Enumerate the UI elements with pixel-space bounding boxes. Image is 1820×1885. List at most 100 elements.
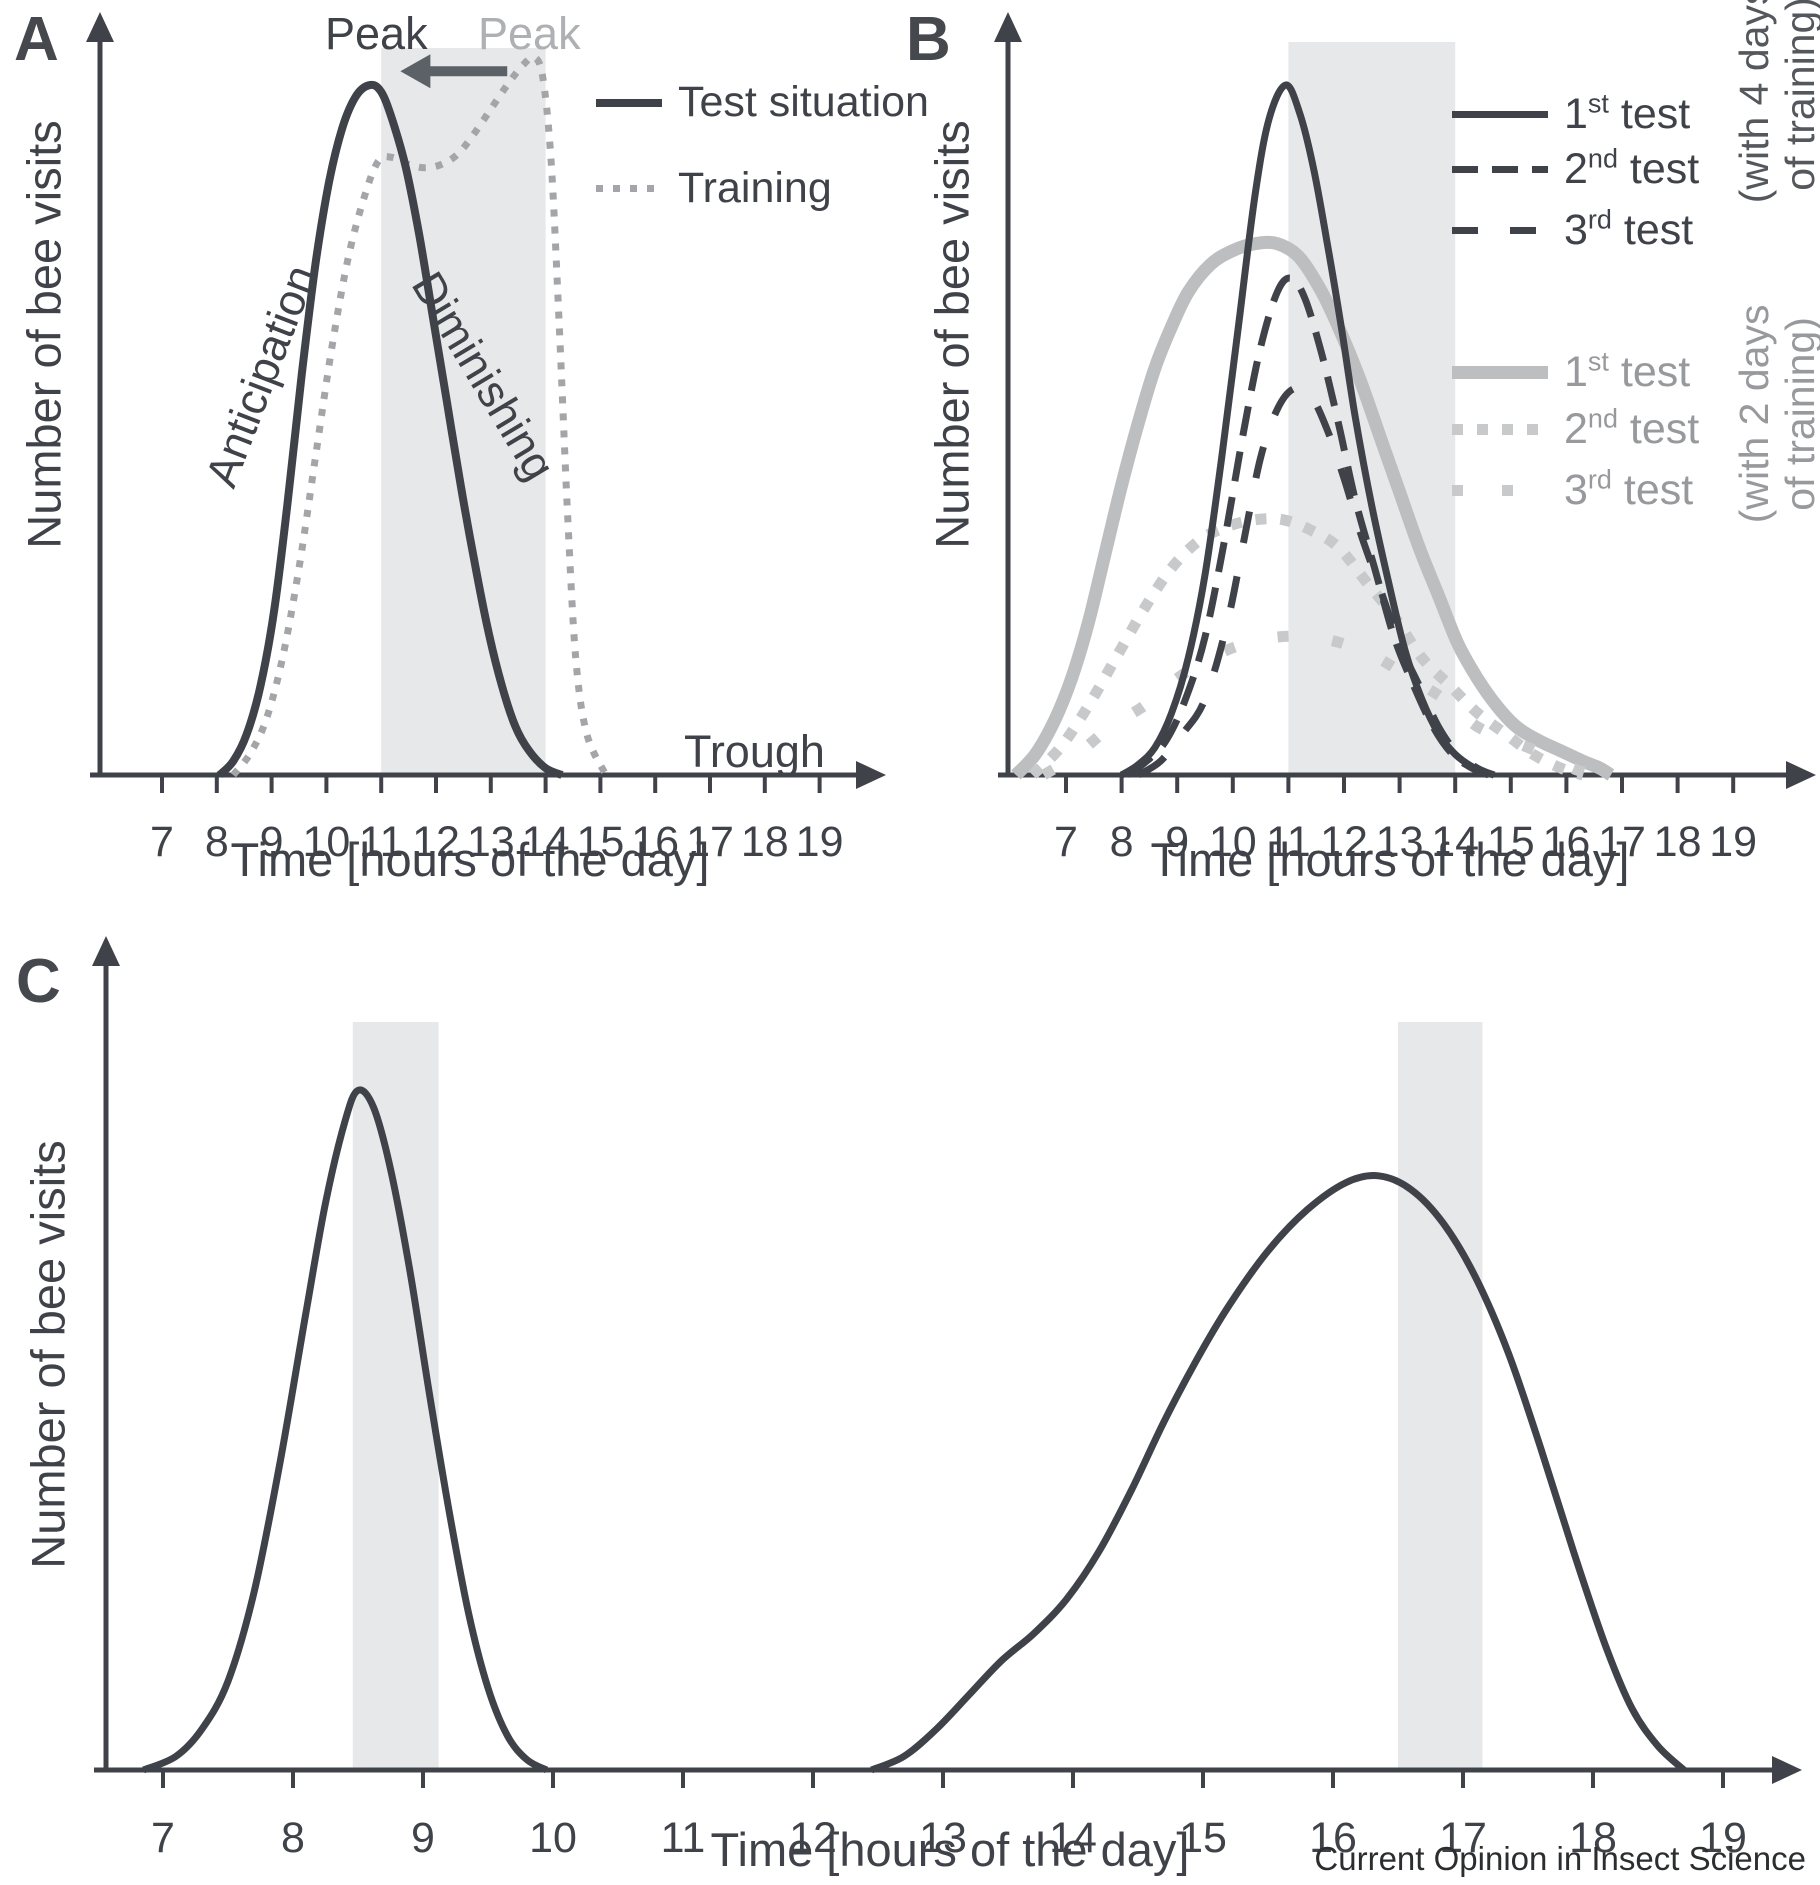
reward-time-band xyxy=(352,1022,439,1770)
legend-line-longdash-icon xyxy=(1452,227,1548,234)
x-tick-label: 8 xyxy=(205,818,229,866)
x-tick-label: 17 xyxy=(1598,818,1646,866)
legend-item-3rd-test-2d: 3rd test xyxy=(1452,466,1693,515)
x-tick-label: 8 xyxy=(1110,818,1134,866)
x-axis-title-a: Time [hours of the day] xyxy=(230,833,710,886)
x-tick-label: 14 xyxy=(1049,1814,1097,1862)
legend-superscript: rd xyxy=(1587,204,1612,235)
legend-item-1st-test-4d: 1st test xyxy=(1452,90,1690,139)
x-tick-label: 8 xyxy=(281,1814,305,1862)
x-axis-title-b: Time [hours of the day] xyxy=(1150,833,1630,886)
panel-label-b: B xyxy=(906,5,951,74)
x-tick-label: 10 xyxy=(529,1814,577,1862)
legend-line-dashed-icon xyxy=(1452,166,1548,173)
legend-label: Training xyxy=(678,164,832,212)
x-tick-label: 9 xyxy=(411,1814,435,1862)
x-tick-label: 13 xyxy=(919,1814,967,1862)
x-axis-title-c: Time [hours of the day] xyxy=(710,1823,1190,1876)
peak-shift-arrow-head-icon xyxy=(400,54,431,89)
x-tick-label: 13 xyxy=(467,818,515,866)
y-axis-title-c: Number of bee visits xyxy=(21,1140,75,1569)
legend-label: test xyxy=(1617,405,1700,453)
x-tick-label: 12 xyxy=(412,818,460,866)
reward-time-band xyxy=(1398,1022,1483,1770)
series-a-solid xyxy=(216,80,564,779)
legend-label: 3 xyxy=(1564,206,1588,254)
series-c-solid xyxy=(142,1086,549,1774)
x-tick-label: 15 xyxy=(1487,818,1535,866)
legend-label: 2 xyxy=(1564,145,1588,193)
series-b-gsparse xyxy=(1040,630,1596,781)
legend-label: test xyxy=(1611,466,1694,514)
annotation-peak-training: Peak xyxy=(478,8,581,59)
y-axis-title-a: Number of bee visits xyxy=(17,120,71,549)
legend-item-3rd-test-4d: 3rd test xyxy=(1452,206,1693,255)
panel-label-c: C xyxy=(16,947,61,1016)
y-axis-arrowhead-icon xyxy=(92,936,120,966)
x-tick-label: 15 xyxy=(1179,1814,1227,1862)
x-tick-label: 19 xyxy=(796,818,844,866)
x-tick-label: 11 xyxy=(359,818,404,866)
legend-label: test xyxy=(1617,145,1700,193)
x-tick-label: 14 xyxy=(522,818,570,866)
legend-line-gray-dotted-icon xyxy=(1452,424,1548,435)
legend-line-gray-sparse-dotted-icon xyxy=(1452,485,1548,496)
x-tick-label: 9 xyxy=(260,818,284,866)
legend-group-caption-4-days: (with 4 days of training) xyxy=(1731,0,1820,214)
x-axis-arrowhead-icon xyxy=(856,761,886,789)
x-tick-label: 12 xyxy=(789,1814,837,1862)
legend-group-caption-line: of training) xyxy=(1777,317,1820,511)
panel-label-a: A xyxy=(14,5,59,74)
legend-line-solid-icon xyxy=(596,98,662,107)
series-c-solid xyxy=(870,1172,1687,1774)
legend-group-caption-2-days: (with 2 days of training) xyxy=(1731,294,1820,534)
x-tick-label: 18 xyxy=(741,818,789,866)
legend-superscript: st xyxy=(1587,88,1609,119)
x-tick-label: 13 xyxy=(1376,818,1424,866)
legend-group-caption-line: of training) xyxy=(1777,0,1820,191)
x-tick-label: 7 xyxy=(1054,818,1078,866)
x-tick-label: 14 xyxy=(1431,818,1479,866)
series-b-solid xyxy=(1119,81,1496,779)
legend-group-caption-line: (with 2 days xyxy=(1731,304,1778,524)
legend-label: 1 xyxy=(1564,348,1588,396)
x-axis-arrowhead-icon xyxy=(1786,761,1816,789)
y-axis-title-b: Number of bee visits xyxy=(925,120,979,549)
legend-line-dotted-icon xyxy=(596,185,662,192)
x-tick-label: 19 xyxy=(1709,818,1757,866)
x-tick-label: 16 xyxy=(1309,1814,1357,1862)
x-tick-label: 18 xyxy=(1654,818,1702,866)
legend-label: 3 xyxy=(1564,466,1588,514)
legend-label: test xyxy=(1611,206,1694,254)
legend-label: 1 xyxy=(1564,90,1588,138)
x-tick-label: 9 xyxy=(1165,818,1189,866)
legend-group-caption-line: (with 4 days xyxy=(1731,0,1778,204)
x-tick-label: 19 xyxy=(1699,1814,1747,1862)
legend-label: test xyxy=(1608,348,1691,396)
x-axis-arrowhead-icon xyxy=(1772,1756,1802,1784)
legend-item-2nd-test-4d: 2nd test xyxy=(1452,145,1699,194)
legend-item-training: Training xyxy=(596,164,832,213)
legend-line-gray-thick-icon xyxy=(1452,366,1548,379)
legend-label: test xyxy=(1608,90,1691,138)
annotation-trough: Trough xyxy=(684,726,825,777)
x-tick-label: 16 xyxy=(631,818,679,866)
x-tick-label: 10 xyxy=(302,818,350,866)
legend-item-test-situation: Test situation xyxy=(596,78,929,127)
journal-credit: Current Opinion in Insect Science xyxy=(1314,1840,1806,1877)
legend-item-2nd-test-2d: 2nd test xyxy=(1452,405,1699,454)
legend-label: 2 xyxy=(1564,405,1588,453)
legend-superscript: nd xyxy=(1587,403,1618,434)
legend-label: Test situation xyxy=(678,78,929,126)
x-tick-label: 11 xyxy=(661,1814,706,1862)
legend-line-solid-icon xyxy=(1452,111,1548,118)
legend-superscript: nd xyxy=(1587,143,1618,174)
x-tick-label: 17 xyxy=(1439,1814,1487,1862)
y-axis-arrowhead-icon xyxy=(994,12,1022,42)
annotation-peak-test: Peak xyxy=(325,8,428,59)
x-tick-label: 18 xyxy=(1569,1814,1617,1862)
x-tick-label: 7 xyxy=(151,1814,175,1862)
y-axis-arrowhead-icon xyxy=(86,12,114,42)
